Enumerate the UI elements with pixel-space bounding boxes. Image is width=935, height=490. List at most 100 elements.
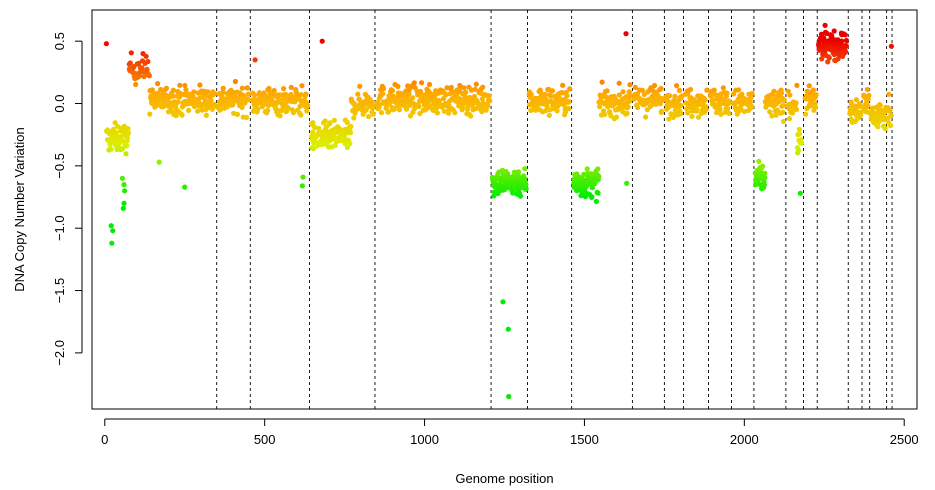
data-point — [806, 83, 812, 89]
data-point — [245, 96, 251, 103]
data-point — [796, 126, 803, 132]
data-point — [865, 102, 871, 109]
segment-boundaries — [216, 10, 893, 409]
data-point — [120, 205, 126, 211]
data-point — [170, 87, 176, 93]
data-point — [120, 138, 126, 144]
data-point — [725, 106, 731, 112]
data-point — [813, 92, 819, 98]
data-point — [695, 114, 702, 120]
data-point — [419, 80, 425, 86]
data-point — [678, 102, 684, 108]
data-point — [500, 299, 506, 305]
data-point — [666, 116, 672, 122]
data-point — [191, 89, 197, 95]
data-point — [803, 111, 809, 117]
data-point — [177, 82, 183, 88]
data-point — [108, 223, 114, 229]
data-point — [472, 86, 478, 92]
data-point — [463, 89, 469, 95]
data-point — [460, 104, 466, 111]
x-axis: 0 500 1000 1500 2000 2500 — [101, 418, 919, 447]
data-point — [810, 87, 817, 93]
data-point — [305, 103, 311, 109]
data-point — [179, 112, 185, 118]
data-point — [735, 87, 742, 93]
data-point — [843, 43, 849, 49]
data-point — [154, 102, 160, 108]
data-point — [726, 110, 732, 116]
data-point — [724, 90, 730, 96]
data-point — [866, 92, 872, 98]
data-point — [888, 43, 895, 49]
data-point — [720, 85, 726, 91]
data-point — [234, 111, 240, 117]
data-point — [882, 125, 888, 132]
data-point — [639, 87, 646, 93]
data-point — [711, 97, 717, 103]
y-tick-label: 0.5 — [52, 32, 67, 50]
data-point — [381, 85, 387, 91]
data-point — [386, 109, 392, 115]
data-point — [596, 173, 602, 180]
data-point — [281, 86, 287, 92]
data-point — [795, 147, 802, 153]
data-point — [471, 93, 478, 100]
data-point — [831, 28, 837, 34]
data-point — [173, 113, 179, 119]
data-point — [348, 123, 354, 129]
y-tick-label: 0.0 — [52, 94, 67, 112]
data-point — [245, 91, 251, 97]
data-point — [255, 106, 261, 112]
data-point — [127, 60, 133, 66]
data-point — [780, 118, 787, 125]
data-point — [149, 87, 155, 93]
data-point — [443, 92, 449, 98]
data-point — [624, 180, 630, 186]
data-point — [566, 99, 572, 105]
data-point — [109, 240, 115, 246]
data-point — [888, 113, 894, 119]
data-point — [616, 80, 622, 86]
data-point — [711, 87, 717, 93]
y-tick-label: −1.5 — [52, 278, 67, 304]
data-point — [351, 115, 357, 121]
data-point — [544, 103, 550, 109]
data-point — [370, 111, 376, 117]
data-point — [678, 111, 684, 117]
data-point — [146, 73, 152, 79]
data-point — [310, 120, 316, 126]
data-point — [203, 112, 209, 118]
data-point — [787, 92, 793, 98]
data-point — [147, 111, 153, 117]
data-point — [635, 104, 641, 111]
data-point — [366, 114, 372, 120]
data-point — [170, 93, 176, 99]
data-point — [839, 38, 845, 44]
data-point — [183, 87, 189, 93]
data-point — [522, 166, 528, 172]
data-point — [769, 113, 775, 119]
data-point — [124, 143, 130, 149]
data-point — [473, 81, 479, 87]
data-point — [780, 109, 786, 115]
data-point — [658, 85, 664, 92]
data-point — [220, 89, 226, 95]
data-point — [232, 78, 238, 85]
data-point — [119, 175, 125, 181]
data-point — [298, 112, 304, 118]
y-axis-title: DNA Copy Number Variation — [12, 127, 27, 292]
data-point — [448, 84, 454, 90]
data-point — [298, 92, 304, 98]
data-point — [182, 184, 188, 190]
data-point — [789, 110, 796, 116]
x-tick-label: 2500 — [890, 432, 919, 447]
data-point — [136, 60, 142, 66]
data-point — [125, 126, 131, 132]
data-point — [826, 55, 832, 61]
x-tick-label: 2000 — [730, 432, 759, 447]
data-point — [843, 49, 849, 55]
data-point — [657, 101, 664, 107]
data-point — [480, 84, 486, 90]
data-point — [239, 85, 245, 91]
